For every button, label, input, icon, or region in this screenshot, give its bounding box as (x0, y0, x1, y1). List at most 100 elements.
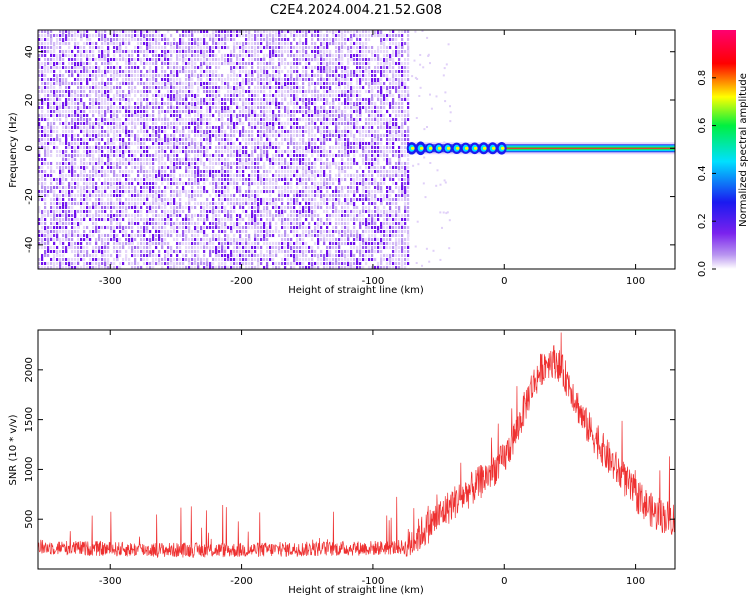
heatmap-cell (242, 126, 245, 133)
heatmap-cell (239, 82, 242, 89)
heatmap-cell (323, 90, 326, 93)
heatmap-cell (236, 118, 239, 121)
heatmap-cell (305, 118, 308, 121)
heatmap-cell (275, 186, 278, 189)
heatmap-cell (272, 62, 275, 65)
heatmap-cell (305, 230, 308, 233)
heatmap-cell (59, 90, 62, 93)
heatmap-cell (248, 114, 251, 117)
heatmap-cell (326, 118, 329, 121)
heatmap-cell (140, 102, 143, 109)
heatmap-cell (263, 150, 266, 157)
heatmap-cell (254, 30, 257, 33)
heatmap-cell (164, 82, 167, 89)
heatmap-cell (251, 162, 254, 165)
heatmap-cell (242, 82, 245, 85)
heatmap-cell (269, 134, 272, 137)
heatmap-cell (227, 254, 230, 261)
heatmap-cell (260, 214, 263, 217)
heatmap-cell (218, 226, 221, 229)
heatmap-cell (161, 266, 164, 269)
heatmap-cell (167, 142, 170, 145)
heatmap-cell (302, 42, 305, 45)
heatmap-cell (107, 142, 110, 145)
heatmap-cell (59, 254, 62, 257)
heatmap-cell (179, 262, 182, 265)
heatmap-cell (257, 154, 260, 161)
heatmap-cell (200, 118, 203, 125)
heatmap-cell (308, 58, 311, 61)
heatmap-cell (77, 218, 80, 221)
heatmap-cell (224, 162, 227, 169)
heatmap-cell (182, 106, 185, 109)
heatmap-cell (212, 50, 215, 53)
heatmap-cell (248, 214, 251, 221)
heatmap-cell (80, 114, 83, 121)
heatmap-cell (221, 190, 224, 197)
heatmap-cell (311, 174, 314, 177)
heatmap-cell (146, 102, 149, 109)
heatmap-cell (311, 70, 314, 73)
heatmap-cell (41, 66, 44, 69)
heatmap-cell (221, 110, 224, 113)
heatmap-cell (128, 90, 131, 97)
heatmap-cell (236, 254, 239, 257)
heatmap-cell (284, 82, 287, 89)
heatmap-cell (65, 126, 68, 129)
heatmap-cell (110, 122, 113, 125)
heatmap-cell (59, 238, 62, 245)
heatmap-cell (44, 230, 47, 233)
heatmap-cell (335, 246, 338, 249)
heatmap-cell (74, 46, 77, 49)
heatmap-cell (236, 190, 239, 193)
heatmap-cell (185, 242, 188, 245)
heatmap-cell (197, 102, 200, 105)
heatmap-cell (200, 242, 203, 245)
heatmap-cell (293, 214, 296, 217)
heatmap-cell (161, 190, 164, 193)
heatmap-cell (167, 78, 170, 85)
heatmap-cell (116, 66, 119, 69)
heatmap-cell (92, 166, 95, 173)
heatmap-cell (248, 34, 251, 41)
heatmap-cell (125, 178, 128, 181)
heatmap-cell (245, 150, 248, 157)
heatmap-cell (257, 46, 260, 49)
heatmap-cell (212, 30, 215, 37)
heatmap-cell (227, 178, 230, 181)
heatmap-cell (212, 54, 215, 57)
heatmap-cell (83, 54, 86, 57)
heatmap-cell (194, 42, 197, 45)
heatmap-cell (287, 238, 290, 241)
heatmap-cell (278, 70, 281, 77)
heatmap-cell (287, 242, 290, 249)
heatmap-cell (209, 226, 212, 229)
heatmap-cell (230, 106, 233, 109)
heatmap-cell (65, 238, 68, 241)
heatmap-cell (38, 246, 41, 249)
heatmap-cell (293, 54, 296, 57)
heatmap-cell (272, 130, 275, 133)
heatmap-cell (47, 226, 50, 229)
heatmap-cell (38, 130, 41, 133)
heatmap-cell (173, 74, 176, 77)
heatmap-cell (98, 154, 101, 161)
heatmap-cell (314, 106, 317, 113)
heatmap-cell (95, 74, 98, 81)
heatmap-cell (158, 234, 161, 241)
heatmap-cell (242, 110, 245, 113)
heatmap-cell (38, 98, 41, 101)
heatmap-cell (149, 242, 152, 249)
heatmap-cell (254, 146, 257, 153)
heatmap-cell (212, 214, 215, 221)
heatmap-cell (326, 226, 329, 229)
heatmap-cell (206, 78, 209, 81)
heatmap-cell (227, 34, 230, 37)
heatmap-cell (182, 138, 185, 141)
heatmap-cell (215, 214, 218, 217)
heatmap-cell (62, 234, 65, 237)
heatmap-cell (263, 202, 266, 205)
heatmap-cell (281, 70, 284, 73)
heatmap-cell (332, 210, 335, 213)
heatmap-cell (314, 198, 317, 201)
